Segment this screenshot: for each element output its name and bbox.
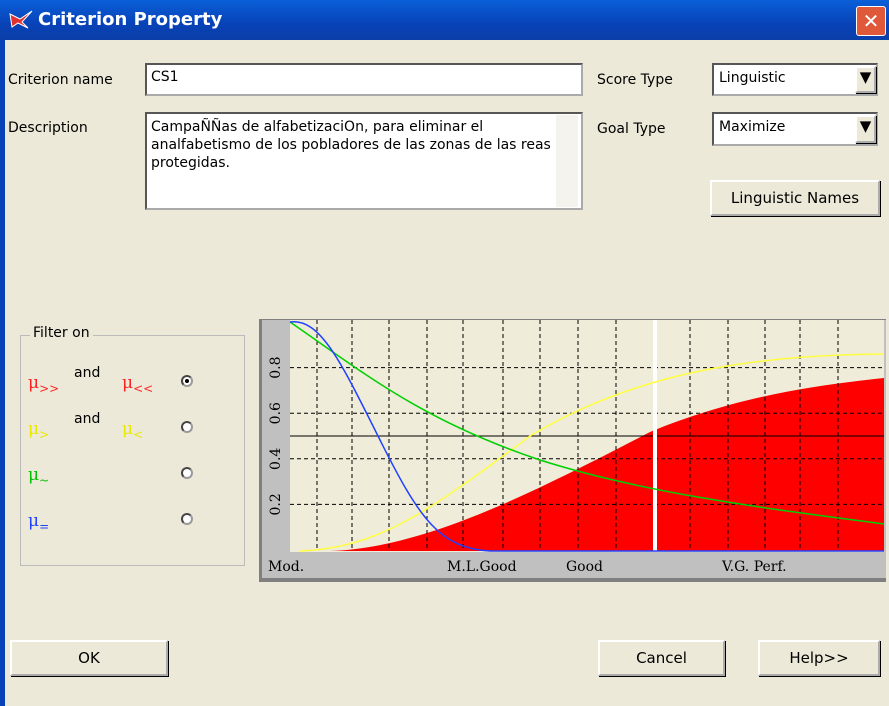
radio[interactable] <box>181 421 193 433</box>
x-label: V.G. Perf. <box>721 559 787 575</box>
y-tick-label: 0.4 <box>268 448 284 470</box>
ok-button[interactable]: OK <box>10 640 168 676</box>
select[interactable]: Maximize <box>712 112 878 146</box>
mu-symbol: μ<< <box>122 373 154 396</box>
group-box <box>20 335 245 566</box>
y-tick-label: 0.6 <box>268 402 284 424</box>
radio[interactable] <box>181 375 193 387</box>
group-title: Filter on <box>30 325 93 341</box>
dropdown-arrow[interactable]: ▼ <box>855 66 876 93</box>
mu-subscript: >> <box>39 381 60 396</box>
area-curve <box>290 378 884 551</box>
window-border <box>0 40 5 706</box>
radio[interactable] <box>181 467 193 479</box>
close-button[interactable]: ✕ <box>856 6 886 36</box>
green-curve <box>289 321 885 525</box>
select[interactable]: Linguistic <box>712 63 878 96</box>
x-label: Mod. <box>268 559 304 575</box>
mu-subscript: > <box>39 427 50 442</box>
filter-option: μ>> and μ<< <box>28 365 228 401</box>
title-bar: Criterion Property ✕ <box>0 0 889 40</box>
window-title: Criterion Property <box>38 9 223 30</box>
dropdown-arrow[interactable]: ▼ <box>855 115 876 143</box>
label: Goal Type <box>597 121 666 137</box>
filter-option: μ> and μ< <box>28 411 228 447</box>
y-tick-label: 0.8 <box>268 356 284 378</box>
textarea[interactable]: CampaÑÑas de alfabetizaciOn, para elimin… <box>145 112 583 210</box>
mu-subscript: < <box>133 427 144 442</box>
blue-curve <box>289 321 884 552</box>
mu-subscript: ~ <box>39 473 50 488</box>
mu-symbol: μ>> <box>28 373 60 396</box>
help-button[interactable]: Help>> <box>758 640 880 676</box>
radio-dot <box>185 379 189 383</box>
y-tick-label: 0.2 <box>268 493 284 515</box>
mu-subscript: = <box>39 519 50 534</box>
filter-option: μ= <box>28 503 228 539</box>
joiner: and <box>74 411 101 427</box>
x-label: M.L.Good <box>447 559 517 575</box>
radio[interactable] <box>181 513 193 525</box>
filter-option: μ~ <box>28 457 228 493</box>
joiner: and <box>74 365 101 381</box>
label: Description <box>8 120 88 136</box>
label: Score Type <box>597 72 673 88</box>
mu-symbol: μ= <box>28 511 50 534</box>
button[interactable]: Linguistic Names <box>710 180 880 216</box>
mu-subscript: << <box>133 381 154 396</box>
scrollbar[interactable] <box>556 115 578 207</box>
yellow-curve <box>299 353 885 552</box>
mu-symbol: μ~ <box>28 465 50 488</box>
cancel-button[interactable]: Cancel <box>598 640 725 676</box>
x-label: Good <box>566 559 603 575</box>
app-icon <box>9 10 33 29</box>
text-input[interactable]: CS1 <box>145 63 583 96</box>
mu-symbol: μ< <box>122 419 144 442</box>
chart-body: 0.2 0.4 0.6 0.8 Mod. M.L.Good Good V.G. Perf. <box>259 319 886 582</box>
mu-symbol: μ> <box>28 419 50 442</box>
label: Criterion name <box>8 72 113 88</box>
chart: 0.2 0.4 0.6 0.8 Mod. M.L.Good Good V.G. Perf. <box>259 319 886 582</box>
